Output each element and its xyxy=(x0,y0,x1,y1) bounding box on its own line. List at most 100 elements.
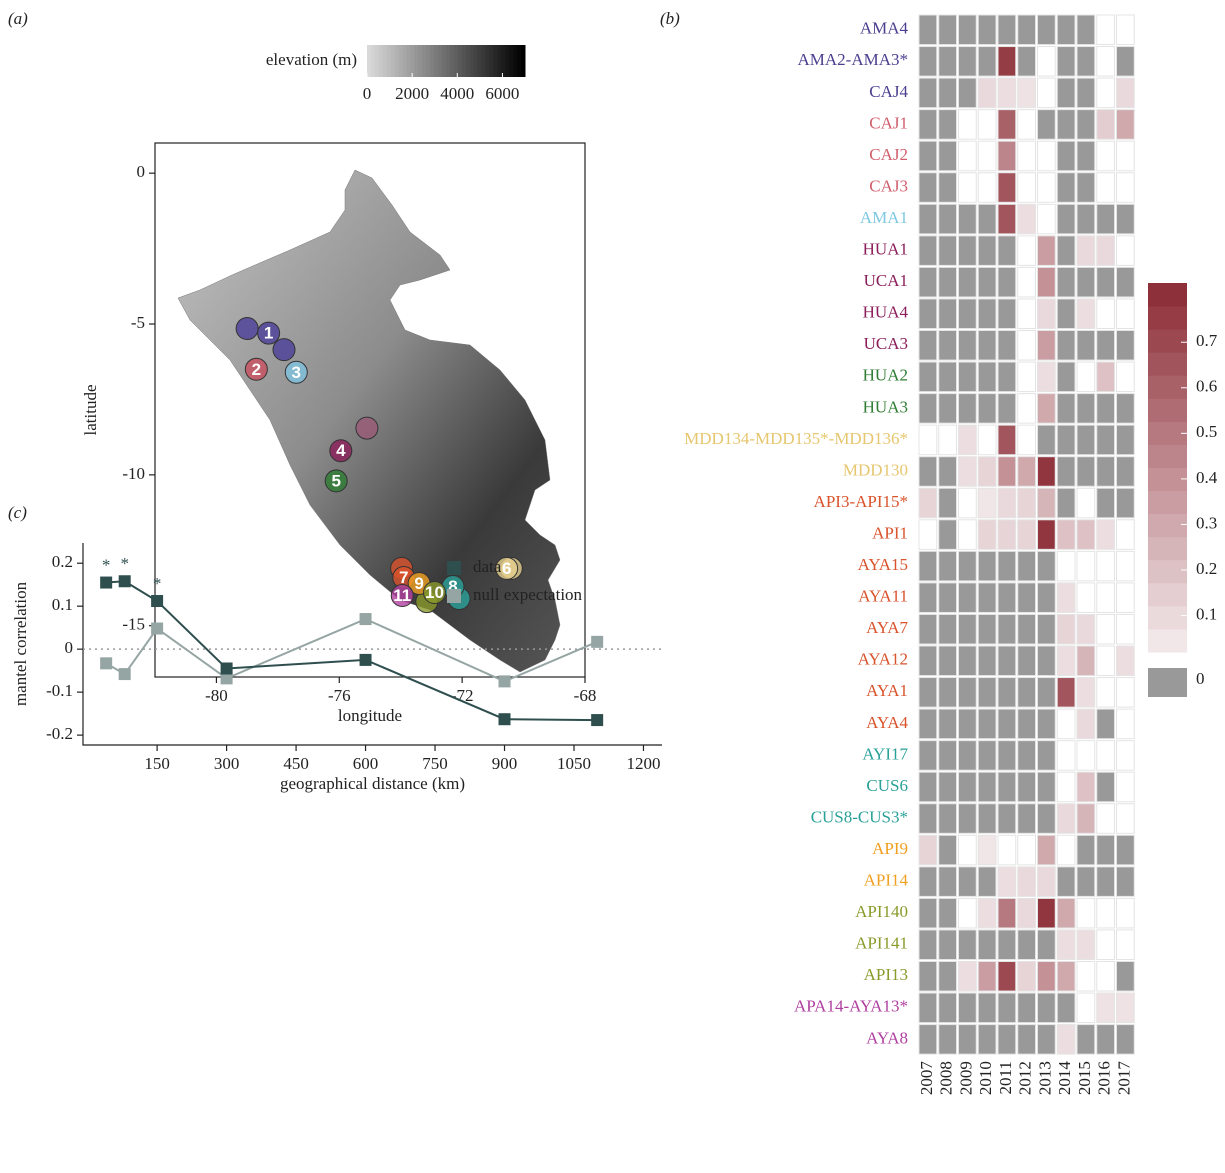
colorbar-band xyxy=(383,45,387,77)
point xyxy=(151,595,163,607)
heat-cell xyxy=(939,15,957,45)
row-label: API3-API15* xyxy=(814,492,908,511)
colorbar-band xyxy=(434,45,438,77)
heat-cell xyxy=(1057,678,1075,708)
heat-cell xyxy=(939,1025,957,1055)
x-axis-label: geographical distance (km) xyxy=(280,774,465,793)
heat-cell xyxy=(998,394,1016,424)
heat-cell xyxy=(959,299,977,329)
colorbar-band xyxy=(1148,560,1187,584)
heat-cell xyxy=(939,425,957,455)
heat-cell xyxy=(1057,930,1075,960)
heat-cell xyxy=(919,962,937,992)
column-label: 2007 xyxy=(917,1061,936,1096)
zero-label: 0 xyxy=(1196,669,1205,688)
heat-cell xyxy=(1038,520,1056,550)
colorbar-band xyxy=(482,45,486,77)
legend-label: data xyxy=(473,557,502,576)
heat-cell xyxy=(959,551,977,581)
heat-cell xyxy=(1018,520,1036,550)
heat-cell xyxy=(959,993,977,1023)
heat-cell xyxy=(919,425,937,455)
heat-cell xyxy=(959,362,977,392)
column-label: 2012 xyxy=(1016,1061,1035,1095)
heat-cell xyxy=(1018,47,1036,77)
heat-cell xyxy=(978,425,996,455)
colorbar-band xyxy=(1148,398,1187,422)
heat-cell xyxy=(1077,267,1095,297)
heat-cell xyxy=(1018,709,1036,739)
heat-cell xyxy=(1038,47,1056,77)
colorbar-band xyxy=(489,45,493,77)
x-tick-label: 750 xyxy=(422,754,448,773)
heat-cell xyxy=(1097,425,1115,455)
column-label: 2013 xyxy=(1035,1061,1054,1095)
heat-cell xyxy=(1117,78,1135,108)
heat-cell xyxy=(998,709,1016,739)
heat-cell xyxy=(1077,930,1095,960)
heat-cell xyxy=(1117,551,1135,581)
heat-cell xyxy=(1018,741,1036,771)
heat-cell xyxy=(978,362,996,392)
heat-cell xyxy=(919,236,937,266)
heat-cell xyxy=(1018,299,1036,329)
colorbar-band xyxy=(410,45,414,77)
colorbar-band xyxy=(422,45,426,77)
row-label: AYA12 xyxy=(858,650,908,669)
heat-cell xyxy=(1038,1025,1056,1055)
heat-cell xyxy=(998,110,1016,140)
x-axis-label: longitude xyxy=(338,706,402,725)
heat-cell xyxy=(959,15,977,45)
row-label: HUA4 xyxy=(863,303,909,322)
row-label: HUA3 xyxy=(863,397,908,416)
site-label: 1 xyxy=(264,324,273,343)
row-label: APA14-AYA13* xyxy=(794,997,908,1016)
heat-cell xyxy=(959,47,977,77)
colorbar-band xyxy=(478,45,482,77)
heat-cell xyxy=(1097,110,1115,140)
heat-cell xyxy=(939,331,957,361)
heat-cell xyxy=(959,741,977,771)
heat-cell xyxy=(1018,993,1036,1023)
row-label: AMA2-AMA3* xyxy=(798,50,909,69)
heat-cell xyxy=(1097,204,1115,234)
heat-cell xyxy=(959,267,977,297)
heat-cell xyxy=(998,331,1016,361)
heat-cell xyxy=(1077,47,1095,77)
y-tick-label: -0.2 xyxy=(46,724,73,743)
heat-cell xyxy=(978,15,996,45)
colorbar-band xyxy=(407,45,411,77)
heat-cell xyxy=(1057,47,1075,77)
row-label: AYA7 xyxy=(866,618,908,637)
heat-cell xyxy=(1077,867,1095,897)
x-tick-label: 1200 xyxy=(626,754,660,773)
heat-cell xyxy=(959,1025,977,1055)
heat-cell xyxy=(959,835,977,865)
heat-cell xyxy=(959,709,977,739)
heat-cell xyxy=(998,835,1016,865)
heat-cell xyxy=(939,930,957,960)
heat-cell xyxy=(959,236,977,266)
site-label: 10 xyxy=(425,583,444,602)
heat-cell xyxy=(1038,488,1056,518)
colorbar-band xyxy=(505,45,509,77)
heat-cell xyxy=(1077,488,1095,518)
row-label: UCA1 xyxy=(864,271,908,290)
heat-cell xyxy=(1097,646,1115,676)
heat-cell xyxy=(1018,141,1036,171)
site-label: 7 xyxy=(399,568,408,587)
heat-cell xyxy=(998,78,1016,108)
heat-cell xyxy=(959,867,977,897)
colorbar-band xyxy=(442,45,446,77)
heat-cell xyxy=(1057,962,1075,992)
row-label: API140 xyxy=(855,902,908,921)
column-label: 2014 xyxy=(1055,1061,1074,1096)
colorbar-band xyxy=(1148,583,1187,607)
heat-cell xyxy=(1117,267,1135,297)
heat-cell xyxy=(919,47,937,77)
colorbar-band xyxy=(470,45,474,77)
heat-cell xyxy=(1038,804,1056,834)
x-tick-label: 300 xyxy=(214,754,240,773)
heat-cell xyxy=(939,299,957,329)
point xyxy=(499,675,511,687)
